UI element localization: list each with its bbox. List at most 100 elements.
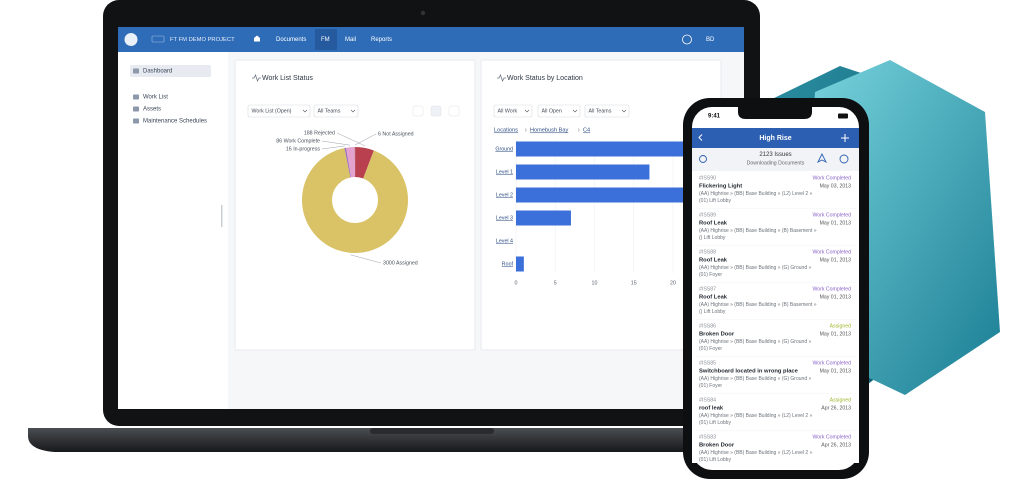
refresh-button[interactable] [699,155,707,163]
battery [838,113,848,119]
breadcrumb-sep [524,128,527,132]
filter-label[interactable]: All Teams [318,108,341,114]
issue-title[interactable]: Broken Door [699,443,735,449]
nav-item[interactable]: Reports [371,37,392,43]
category-label[interactable]: Ground [495,146,513,152]
issue-id: #ISS86 [699,323,716,329]
issue-status: Work Completed [812,212,851,218]
user-menu[interactable]: BD [706,37,715,43]
issue-title[interactable]: Flickering Light [699,184,742,190]
donut-slice [344,147,352,178]
issue-location: (AA) Highrise » (BB) Base Building » (L2… [699,413,814,426]
chart-option[interactable] [430,105,442,117]
chart-option[interactable] [412,105,424,117]
issue-id: #ISS89 [699,212,716,218]
issue-row[interactable] [692,209,859,246]
issue-row[interactable] [692,283,859,320]
home-icon[interactable] [254,35,260,42]
issue-status: Work Completed [812,360,851,366]
category-label[interactable]: Roof [502,261,514,267]
issue-date: May 01, 2013 [820,220,852,226]
bar[interactable] [516,187,689,203]
logo [124,33,138,46]
sidebar-item[interactable]: Dashboard [143,69,172,75]
issue-row[interactable] [692,394,859,431]
sidebar [118,52,228,409]
filter-label[interactable]: All Teams [589,108,612,114]
issue-title[interactable]: Roof Leak [699,221,728,227]
issue-title[interactable]: Broken Door [699,332,735,338]
issue-row[interactable] [692,320,859,357]
issue-title[interactable]: Switchboard located in wrong place [699,369,799,375]
nav-item[interactable]: Documents [276,37,306,43]
issue-location: (AA) Highrise » (BB) Base Building » (G)… [699,376,813,389]
sync-status: Downloading Documents [747,160,805,166]
issue-id: #ISS83 [699,434,716,440]
category-label[interactable]: Level 1 [496,169,513,175]
bar[interactable] [516,256,524,272]
sidebar-item[interactable]: Assets [143,107,161,113]
project-name[interactable]: FT FM DEMO PROJECT [170,37,235,43]
filter-dropdown[interactable] [313,104,359,118]
x-tick-label: 10 [592,280,598,286]
issue-row[interactable] [692,431,859,468]
nav-item[interactable]: Mail [345,37,356,43]
nav-bar [118,27,744,52]
filter-dropdown[interactable] [584,104,630,118]
issue-location: (AA) Highrise » (BB) Base Building » (L2… [699,450,814,463]
dropdown-caret [302,109,308,113]
bar[interactable] [516,141,689,157]
category-label[interactable]: Level 2 [496,192,513,198]
filter-label[interactable]: All Open [542,108,562,114]
issue-title[interactable]: roof leak [699,406,724,412]
category-label[interactable]: Level 3 [496,215,513,221]
back-button[interactable] [698,134,703,141]
bar[interactable] [516,164,650,180]
category-label[interactable]: Level 4 [496,238,513,244]
issue-row[interactable] [692,246,859,283]
help-icon[interactable] [682,34,692,45]
sidebar-icon [133,106,139,112]
filter-dropdown[interactable] [247,104,311,118]
filter-label[interactable]: All Work [498,108,518,114]
issue-date: May 01, 2013 [820,368,852,374]
issue-status: Work Completed [812,175,851,181]
filter-dropdown[interactable] [493,104,533,118]
add-button[interactable] [841,134,849,142]
slice-label: 3000 Assigned [383,260,418,266]
issue-date: May 03, 2013 [820,183,852,189]
breadcrumb-link[interactable]: C4 [583,127,590,133]
sidebar-active [130,65,211,77]
breadcrumb-link[interactable]: Locations [494,127,518,133]
widget-card [234,59,476,351]
issue-title[interactable]: Roof Leak [699,295,728,301]
issue-list: #ISS90 Work Completed Flickering Light May … [692,172,859,468]
chart-option[interactable] [448,105,460,117]
issue-date: May 01, 2013 [820,257,852,263]
issue-date: May 01, 2013 [820,294,852,300]
dropdown-caret [572,109,578,113]
x-tick-label: 15 [631,280,637,286]
status-time: 9:41 [708,114,721,120]
issue-status: Assigned [830,397,851,403]
issue-date: Apr 26, 2013 [821,442,851,448]
issue-title[interactable]: Roof Leak [699,258,728,264]
issue-date: Apr 26, 2013 [821,405,851,411]
issue-row[interactable] [692,357,859,394]
filter-dropdown[interactable] [537,104,581,118]
breadcrumb-link[interactable]: Homebush Bay [530,127,568,133]
sidebar-item[interactable]: Work List [143,95,168,101]
sidebar-item[interactable]: Maintenance Schedules [143,119,207,125]
issue-row[interactable] [692,172,859,209]
issue-status: Assigned [830,323,851,329]
nav-item[interactable]: FM [321,37,330,43]
issue-id: #ISS85 [699,360,716,366]
locate-button[interactable] [816,152,828,164]
slice-label: 86 Work Complete [276,138,320,144]
filter-label[interactable]: Work List (Open) [252,108,292,114]
filter-button[interactable] [839,154,849,164]
bar[interactable] [516,210,571,226]
issue-id: #ISS88 [699,249,716,255]
donut-slice [302,148,408,253]
